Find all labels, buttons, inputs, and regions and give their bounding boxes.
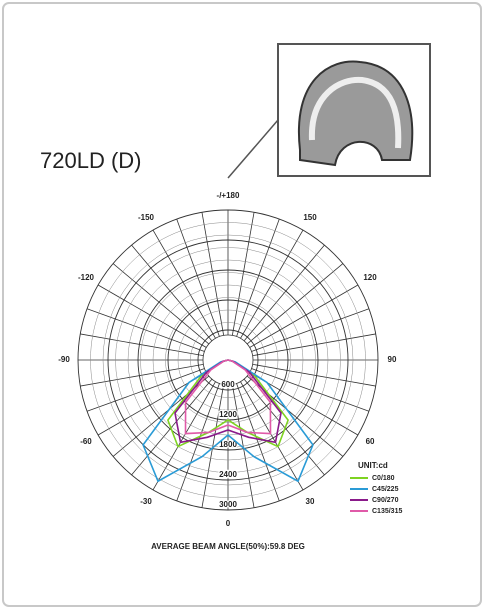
r-tick-label: 3000 (219, 500, 237, 509)
r-tick-label: 600 (221, 380, 235, 389)
r-tick-label: 2400 (219, 470, 237, 479)
legend-label: C45/225 (372, 486, 399, 493)
angle-tick-label: -/+180 (217, 191, 240, 200)
intensity-curve (174, 359, 282, 444)
intensity-curve (142, 359, 314, 483)
product-highlight (308, 76, 402, 149)
angle-tick-label: -90 (58, 355, 70, 364)
angle-tick-label: 30 (306, 497, 315, 506)
minor-ring (115, 247, 341, 473)
r-tick-label: 1800 (219, 440, 237, 449)
ring (77, 209, 379, 511)
footer: AVERAGE BEAM ANGLE(50%):59.8 DEG (151, 542, 305, 551)
angle-tick-label: 120 (363, 273, 377, 282)
angle-tick-label: 60 (366, 437, 375, 446)
angle-tick-label: -120 (78, 273, 95, 282)
minor-ring (165, 297, 291, 423)
angle-tick-label: -30 (140, 497, 152, 506)
chart-title: 720LD (D) (40, 148, 141, 173)
angle-tick-label: -150 (138, 213, 155, 222)
minor-ring (127, 259, 329, 461)
minor-ring (90, 222, 366, 498)
minor-ring (102, 234, 354, 486)
ring (107, 239, 349, 481)
ring (137, 269, 319, 451)
ring (197, 329, 259, 391)
r-tick-label: 1200 (219, 410, 237, 419)
legend-label: C90/270 (372, 497, 399, 504)
inner-ring (202, 334, 254, 386)
legend-title: UNIT:cd (358, 461, 388, 470)
angle-tick-label: -60 (80, 437, 92, 446)
legend-label: C135/315 (372, 508, 402, 515)
minor-ring (140, 272, 316, 448)
angle-tick-label: 150 (303, 213, 317, 222)
callout-line (227, 119, 279, 179)
minor-ring (190, 322, 266, 398)
angle-tick-label: 0 (226, 519, 231, 528)
legend-label: C0/180 (372, 475, 395, 482)
minor-ring (177, 309, 279, 411)
intensity-curve (184, 359, 272, 435)
angle-tick-label: 90 (388, 355, 397, 364)
